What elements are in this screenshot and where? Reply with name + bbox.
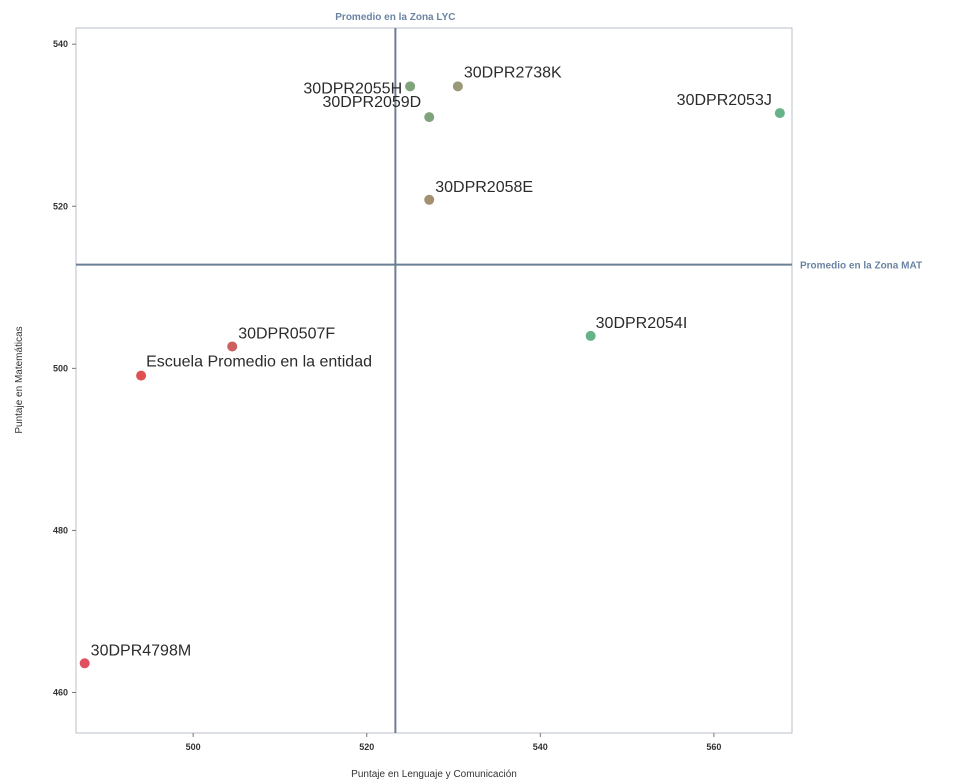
data-point bbox=[585, 330, 596, 341]
data-point-group: 30DPR2738K bbox=[452, 64, 562, 92]
data-point bbox=[227, 341, 238, 352]
y-tick-label: 460 bbox=[53, 687, 68, 697]
x-tick-label: 520 bbox=[359, 742, 374, 752]
data-point bbox=[774, 108, 785, 119]
y-tick-label: 520 bbox=[53, 201, 68, 211]
data-point bbox=[452, 81, 463, 92]
x-tick-label: 540 bbox=[533, 742, 548, 752]
data-point-label: 30DPR2059D bbox=[322, 94, 421, 111]
horizontal-reference-label: Promedio en la Zona MAT bbox=[800, 261, 922, 272]
data-point-group: 30DPR2058E bbox=[424, 179, 533, 205]
data-point-group: 30DPR2055H bbox=[303, 80, 416, 97]
data-point-label: 30DPR0507F bbox=[238, 325, 335, 342]
data-point-label: Escuela Promedio en la entidad bbox=[146, 354, 372, 371]
y-tick-label: 500 bbox=[53, 363, 68, 373]
axis-ticks: 500 520 540 560 460 480 500 520 540 bbox=[53, 39, 721, 752]
x-tick-label: 500 bbox=[186, 742, 201, 752]
data-point-label: 30DPR4798M bbox=[91, 642, 192, 659]
data-point-label: 30DPR2055H bbox=[303, 80, 402, 97]
plot-frame bbox=[75, 27, 793, 734]
data-point bbox=[424, 112, 435, 123]
data-point-group: 30DPR0507F bbox=[227, 325, 335, 352]
data-point-group: 30DPR4798M bbox=[79, 642, 192, 669]
data-point-group: 30DPR2053J bbox=[677, 92, 785, 119]
y-tick-label: 480 bbox=[53, 525, 68, 535]
vertical-reference-label: Promedio en la Zona LYC bbox=[335, 12, 455, 23]
data-point bbox=[405, 81, 416, 92]
data-point-label: 30DPR2054I bbox=[596, 315, 688, 332]
x-axis-title: Puntaje en Lenguaje y Comunicación bbox=[351, 769, 517, 780]
data-point-label: 30DPR2053J bbox=[677, 92, 772, 109]
data-point-group: 30DPR2054I bbox=[585, 315, 688, 341]
data-point bbox=[79, 658, 90, 669]
y-axis-title: Puntaje en Matemáticas bbox=[14, 326, 25, 433]
reference-lines: Promedio en la Zona LYC Promedio en la Zo… bbox=[76, 12, 922, 733]
x-tick-label: 560 bbox=[706, 742, 721, 752]
data-point bbox=[136, 370, 147, 381]
data-point-label: 30DPR2058E bbox=[435, 179, 533, 196]
data-point-group: 30DPR2059D bbox=[322, 94, 435, 123]
data-point-label: 30DPR2738K bbox=[464, 64, 562, 81]
data-point-group: Escuela Promedio en la entidad bbox=[136, 354, 372, 381]
data-points: 30DPR2055H 30DPR2738K 30DPR2059D 30DPR2053J… bbox=[79, 64, 785, 669]
data-point bbox=[424, 194, 435, 205]
y-tick-label: 540 bbox=[53, 39, 68, 49]
